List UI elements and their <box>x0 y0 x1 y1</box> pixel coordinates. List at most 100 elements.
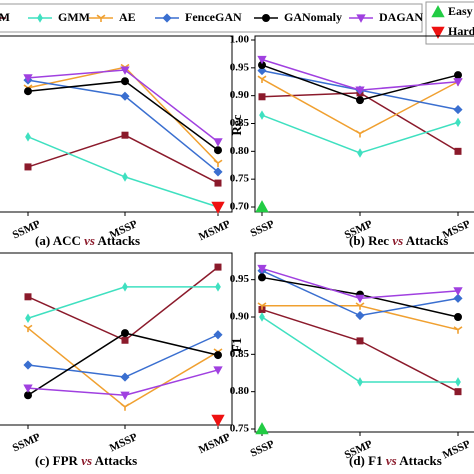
data-point <box>454 71 462 80</box>
legend-marker <box>356 14 366 23</box>
data-point <box>214 351 222 360</box>
legend-label: DAGAN <box>379 10 423 24</box>
data-point <box>455 377 461 387</box>
data-point <box>454 147 462 155</box>
y-tick-label: 0.80 <box>230 385 250 397</box>
data-point <box>356 337 364 345</box>
data-point <box>23 84 33 92</box>
series-line <box>27 80 219 151</box>
caption-part: vs <box>84 233 95 248</box>
caption-part: Attacks <box>406 233 449 248</box>
data-point <box>121 329 129 338</box>
x-tick-label: MSMP <box>197 431 233 456</box>
series-line <box>27 136 219 208</box>
x-tick-label: MSSP <box>108 431 140 454</box>
data-point <box>257 55 267 65</box>
series-line <box>27 286 218 319</box>
data-point <box>122 282 128 292</box>
difficulty-legend-box <box>425 1 474 45</box>
legend-label: AE <box>119 10 136 24</box>
data-point <box>213 348 223 356</box>
difficulty-marker <box>255 422 269 435</box>
caption-part: Attacks <box>399 453 442 468</box>
data-point <box>122 172 128 182</box>
data-point <box>120 403 130 411</box>
data-point <box>23 384 33 393</box>
y-tick-label: 0.75 <box>230 423 250 435</box>
panel-caption: (d) F1 vs Attacks <box>349 453 442 468</box>
data-point <box>25 132 31 142</box>
caption-part: (a) ACC <box>35 233 81 248</box>
data-point <box>214 263 222 271</box>
y-tick-label: 0.95 <box>230 61 250 73</box>
data-point <box>355 302 365 310</box>
y-axis-label: F1 <box>229 338 244 352</box>
data-point <box>214 179 222 187</box>
plot-frame <box>254 252 474 433</box>
data-point <box>213 167 223 177</box>
data-point <box>355 294 365 304</box>
difficulty-legend-marker <box>431 5 445 18</box>
y-tick-label: 0.95 <box>230 273 250 285</box>
difficulty-marker <box>211 201 225 214</box>
data-point <box>258 93 266 101</box>
data-point <box>259 312 265 322</box>
data-point <box>24 293 32 301</box>
data-point <box>257 264 267 274</box>
caption-part: (c) FPR <box>35 453 79 468</box>
series-line <box>27 266 219 342</box>
data-point <box>120 63 130 72</box>
data-point <box>453 326 463 334</box>
legend-marker <box>262 14 270 22</box>
data-point <box>357 148 363 158</box>
legend-marker <box>37 13 43 23</box>
data-point <box>215 282 221 292</box>
data-point <box>355 130 365 138</box>
panel-caption: (a) ACC vs Attacks <box>35 233 140 248</box>
plot-frame <box>254 35 474 213</box>
data-point <box>120 91 130 101</box>
data-point <box>213 138 223 147</box>
x-tick-label: SSSP <box>249 218 277 240</box>
panel-caption: (b) Rec vs Attacks <box>349 233 448 248</box>
legend-marker <box>162 13 172 23</box>
caption-part: vs <box>386 453 397 468</box>
data-point <box>356 96 364 105</box>
y-axis-label: Rec <box>229 114 244 135</box>
difficulty-legend-label: Easy <box>448 4 473 18</box>
x-tick-label: MSSP <box>441 438 473 461</box>
data-point <box>357 377 363 387</box>
data-point <box>453 78 463 87</box>
data-point <box>121 336 129 344</box>
data-point <box>213 330 223 340</box>
difficulty-legend-label: Hard <box>448 24 474 38</box>
series-line <box>27 369 219 397</box>
data-point <box>121 77 129 86</box>
caption-part: (d) F1 <box>349 453 383 468</box>
x-tick-label: MSMP <box>197 218 233 243</box>
data-point <box>453 287 463 296</box>
data-point <box>257 302 267 310</box>
y-tick-label: 0.85 <box>230 117 250 129</box>
data-point <box>120 391 130 401</box>
data-point <box>258 273 266 282</box>
data-point <box>355 86 365 95</box>
data-point <box>23 360 33 370</box>
data-point <box>23 324 33 333</box>
data-point <box>454 388 462 396</box>
data-point <box>259 110 265 120</box>
data-point <box>454 313 462 321</box>
plot-frame <box>0 35 233 213</box>
series-line <box>261 316 458 383</box>
y-tick-label: 0.75 <box>230 173 250 185</box>
legend-label: FenceGAN <box>185 10 242 24</box>
legend-label: OCSVM <box>0 10 10 24</box>
y-tick-label: 1.00 <box>230 34 250 46</box>
caption-part: Attacks <box>95 453 138 468</box>
data-point <box>453 293 463 303</box>
legend-label: GMM <box>58 10 90 24</box>
legend-label: GANomaly <box>284 10 342 24</box>
data-point <box>120 66 130 75</box>
data-point <box>120 372 130 382</box>
data-point <box>213 159 223 168</box>
